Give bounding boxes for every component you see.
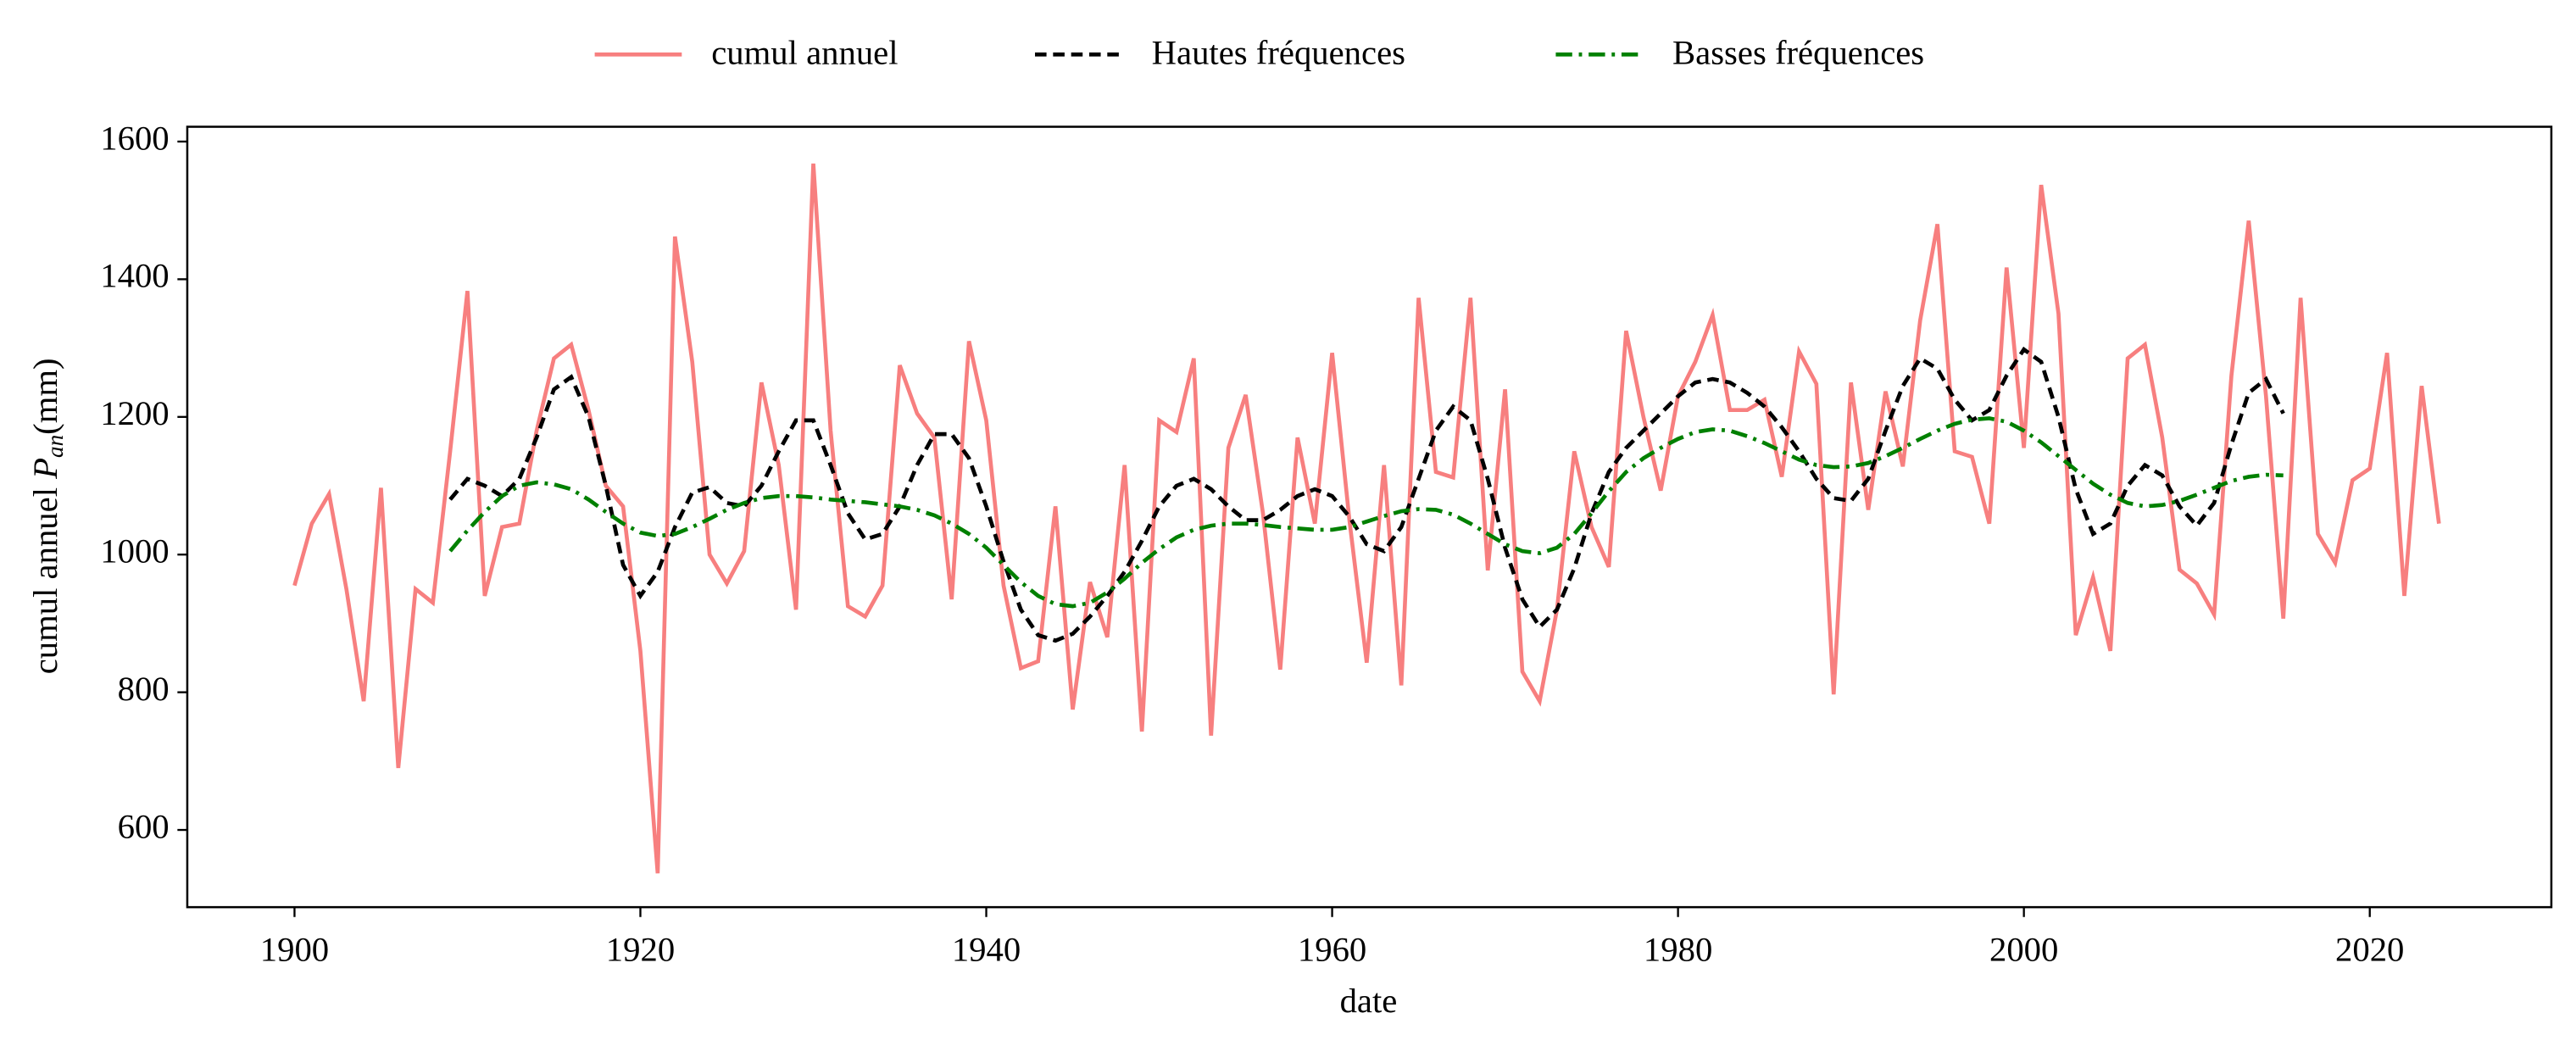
y-label-subscript: an xyxy=(42,435,68,458)
y-label-text: cumul annuel xyxy=(26,487,64,674)
x-tick-label: 1940 xyxy=(952,931,1021,969)
series-line xyxy=(448,346,2285,643)
y-tick-label: 1000 xyxy=(100,532,169,571)
x-tick-label: 1960 xyxy=(1298,931,1366,969)
y-tick-label: 1600 xyxy=(100,119,169,157)
y-tick-label: 1400 xyxy=(100,257,169,295)
legend-label: cumul annuel xyxy=(711,34,898,72)
y-axis-label: cumul annuel Pan(mm) xyxy=(26,358,68,674)
legend-label: Hautes fréquences xyxy=(1152,34,1405,72)
legend-label: Basses fréquences xyxy=(1672,34,1924,72)
plot-frame xyxy=(186,125,2553,909)
series-line xyxy=(292,163,2441,874)
y-tick-label: 600 xyxy=(118,807,170,845)
x-tick-label: 2020 xyxy=(2335,931,2404,969)
x-tick-label: 2000 xyxy=(1989,931,2058,969)
y-label-unit: (mm) xyxy=(26,358,64,434)
x-tick-label: 1900 xyxy=(260,931,329,969)
y-tick-label: 1200 xyxy=(100,394,169,432)
y-tick-label: 800 xyxy=(118,670,170,708)
y-label-symbol: P xyxy=(26,458,64,480)
x-axis-label: date xyxy=(1340,982,1398,1020)
series-line xyxy=(448,416,2284,609)
x-tick-label: 1980 xyxy=(1644,931,1712,969)
x-tick-label: 1920 xyxy=(606,931,675,969)
